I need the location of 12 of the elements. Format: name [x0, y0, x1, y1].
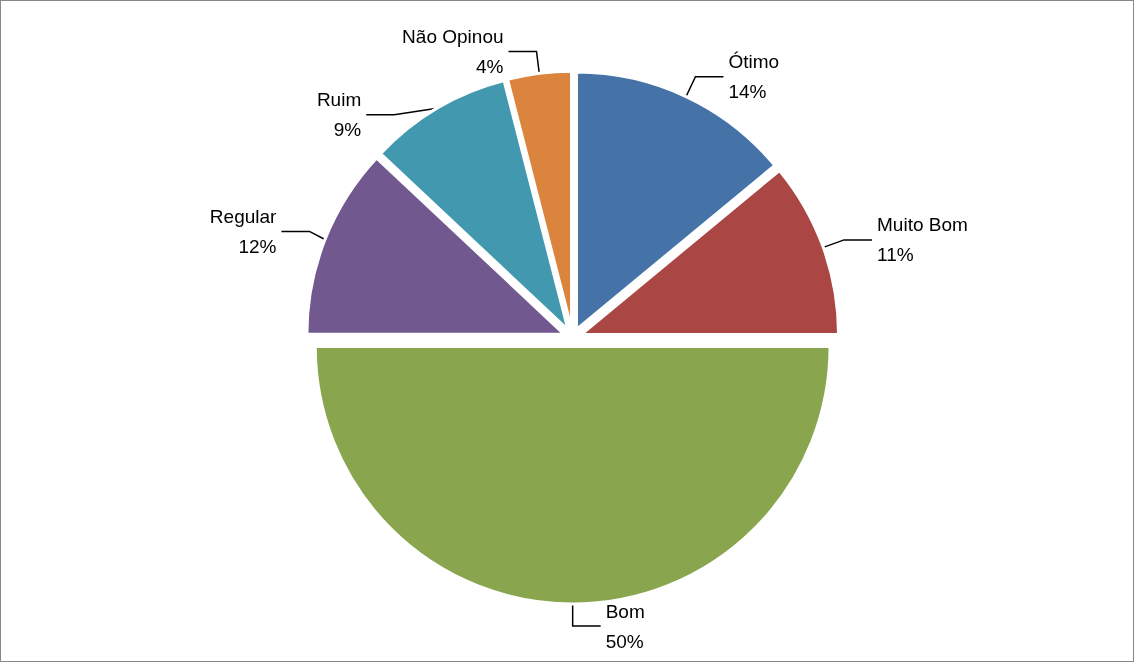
data-label: 50%	[605, 630, 644, 652]
slice-label: Não Opinou	[402, 25, 504, 47]
slice-label: Ruim	[316, 89, 362, 111]
data-label: 9%	[333, 119, 362, 141]
data-label: 4%	[476, 55, 504, 77]
data-label: 14%	[728, 81, 767, 103]
slice-label: Regular	[209, 205, 278, 227]
data-label: 12%	[238, 235, 277, 257]
data-label: 11%	[877, 244, 914, 266]
slice-label: Ótimo	[728, 51, 780, 73]
slice-label: Bom	[605, 600, 645, 622]
slice-label: Muito Bom	[877, 214, 968, 236]
